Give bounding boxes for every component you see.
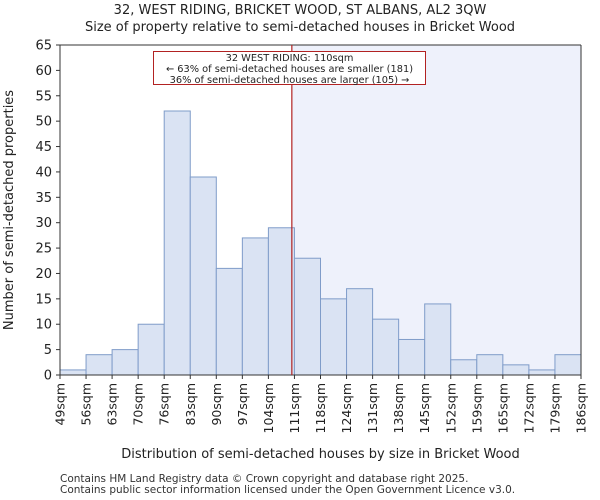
x-tick-label: 118sqm bbox=[313, 383, 328, 433]
x-tick-label: 90sqm bbox=[209, 383, 224, 426]
x-tick-label: 49sqm bbox=[53, 383, 68, 426]
histogram-bar bbox=[346, 288, 374, 376]
histogram-bar bbox=[163, 110, 191, 376]
y-tick-label: 10 bbox=[35, 318, 52, 333]
x-tick-label: 159sqm bbox=[469, 383, 484, 433]
x-axis-title: Distribution of semi-detached houses by … bbox=[121, 447, 520, 462]
y-tick-label: 25 bbox=[35, 242, 52, 257]
histogram-bar bbox=[450, 359, 478, 376]
histogram-bar bbox=[398, 338, 426, 376]
histogram-bar bbox=[137, 323, 165, 376]
histogram-bar bbox=[241, 237, 269, 376]
x-tick-label: 172sqm bbox=[521, 383, 536, 433]
annotation-smaller-share: ← 63% of semi-detached houses are smalle… bbox=[165, 64, 414, 75]
y-tick-label: 60 bbox=[35, 64, 52, 79]
histogram-bar bbox=[424, 303, 452, 376]
histogram-bar bbox=[372, 318, 400, 376]
x-tick-label: 179sqm bbox=[547, 383, 562, 433]
histogram-bar bbox=[189, 176, 217, 376]
histogram-bar bbox=[476, 354, 504, 376]
footer-copyright: Contains HM Land Registry data © Crown c… bbox=[60, 473, 469, 485]
y-tick-label: 5 bbox=[44, 343, 52, 358]
y-tick-label: 50 bbox=[35, 115, 52, 130]
histogram-bar bbox=[293, 257, 322, 376]
y-tick-label: 20 bbox=[35, 267, 52, 282]
y-tick-label: 45 bbox=[35, 140, 52, 155]
footer-licence: Contains public sector information licen… bbox=[60, 484, 516, 496]
histogram-bar bbox=[111, 349, 139, 376]
x-tick-label: 97sqm bbox=[235, 383, 250, 426]
x-tick-label: 165sqm bbox=[495, 383, 510, 433]
y-axis-title: Number of semi-detached properties bbox=[2, 90, 17, 330]
x-tick-label: 138sqm bbox=[391, 383, 406, 433]
x-tick-label: 70sqm bbox=[131, 383, 146, 426]
property-annotation-box: 32 WEST RIDING: 110sqm ← 63% of semi-det… bbox=[153, 51, 426, 86]
histogram-bar bbox=[215, 267, 243, 376]
histogram-bar bbox=[528, 369, 556, 376]
histogram-chart: 0 5 10 15 20 25 30 35 40 45 50 55 60 65 49sqm 56sqm 63sq… bbox=[2, 39, 589, 463]
y-tick-label: 40 bbox=[35, 165, 52, 180]
annotation-larger-share: 36% of semi-detached houses are larger (… bbox=[169, 75, 410, 86]
x-tick-label: 76sqm bbox=[157, 383, 172, 426]
x-tick-label: 124sqm bbox=[339, 383, 354, 433]
y-tick-label: 30 bbox=[35, 216, 52, 231]
y-tick-label: 35 bbox=[35, 191, 52, 206]
x-tick-label: 186sqm bbox=[574, 383, 589, 433]
x-tick-label: 152sqm bbox=[443, 383, 458, 433]
histogram-bar bbox=[320, 298, 348, 376]
histogram-bar bbox=[502, 364, 530, 376]
x-tick-label: 56sqm bbox=[79, 383, 94, 426]
x-tick-label: 83sqm bbox=[183, 383, 198, 426]
y-tick-label: 55 bbox=[35, 89, 52, 104]
x-tick-label: 145sqm bbox=[417, 383, 432, 433]
y-tick-label: 0 bbox=[44, 369, 52, 384]
histogram-bar bbox=[267, 227, 295, 376]
y-tick-label: 15 bbox=[35, 292, 52, 307]
x-tick-label: 104sqm bbox=[261, 383, 276, 433]
x-tick-label: 131sqm bbox=[365, 383, 380, 433]
chart-title-address: 32, WEST RIDING, BRICKET WOOD, ST ALBANS… bbox=[113, 3, 487, 18]
y-tick-label: 65 bbox=[35, 39, 52, 54]
x-tick-label: 111sqm bbox=[287, 383, 302, 433]
chart-subtitle: Size of property relative to semi-detach… bbox=[84, 20, 516, 35]
histogram-bar bbox=[59, 369, 87, 376]
histogram-bar bbox=[554, 354, 582, 376]
histogram-bar bbox=[85, 354, 113, 376]
annotation-property-size: 32 WEST RIDING: 110sqm bbox=[225, 53, 354, 64]
x-tick-label: 63sqm bbox=[105, 383, 120, 426]
